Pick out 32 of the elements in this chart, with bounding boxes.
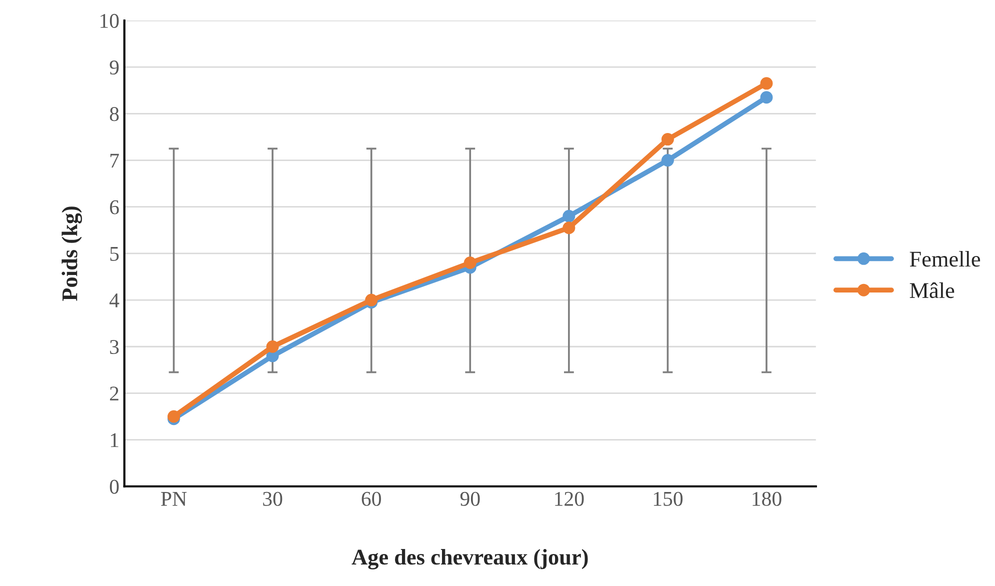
point: [661, 133, 674, 146]
x-tick-label: PN: [161, 492, 187, 506]
y-tick-label: 4: [110, 294, 120, 308]
point: [464, 256, 476, 270]
x-tick-label: 120: [555, 492, 584, 506]
y-tick-label: 1: [110, 433, 118, 448]
point: [562, 210, 576, 222]
x-tick-label: 180: [752, 492, 782, 506]
y-tick-label: 5: [110, 247, 119, 261]
point: [760, 91, 773, 104]
legend-label: Mâle: [910, 282, 954, 298]
point: [661, 154, 674, 167]
y-tick-label: 8: [110, 107, 119, 122]
point: [562, 222, 576, 234]
y-tick-label: 2: [110, 386, 118, 400]
y-tick-label: 7: [110, 154, 119, 168]
point: [365, 294, 378, 306]
y-tick-label: 9: [110, 60, 119, 75]
x-tick-label: 30: [263, 492, 282, 506]
y-tick-label: 10: [100, 14, 119, 28]
point: [266, 340, 279, 353]
legend-label: Femelle: [910, 251, 980, 267]
y-tick-label: 6: [110, 200, 119, 214]
x-tick-label: 60: [362, 492, 381, 506]
y-tick-label: 3: [110, 340, 119, 354]
y-axis-title: Poids (kg): [62, 206, 82, 301]
x-tick-label: 90: [460, 492, 480, 506]
y-tick-label: 0: [110, 480, 119, 494]
x-axis-title: Age des chevreaux (jour): [352, 549, 588, 570]
point: [168, 410, 180, 423]
point: [760, 77, 773, 90]
x-tick-label: 150: [654, 492, 683, 506]
